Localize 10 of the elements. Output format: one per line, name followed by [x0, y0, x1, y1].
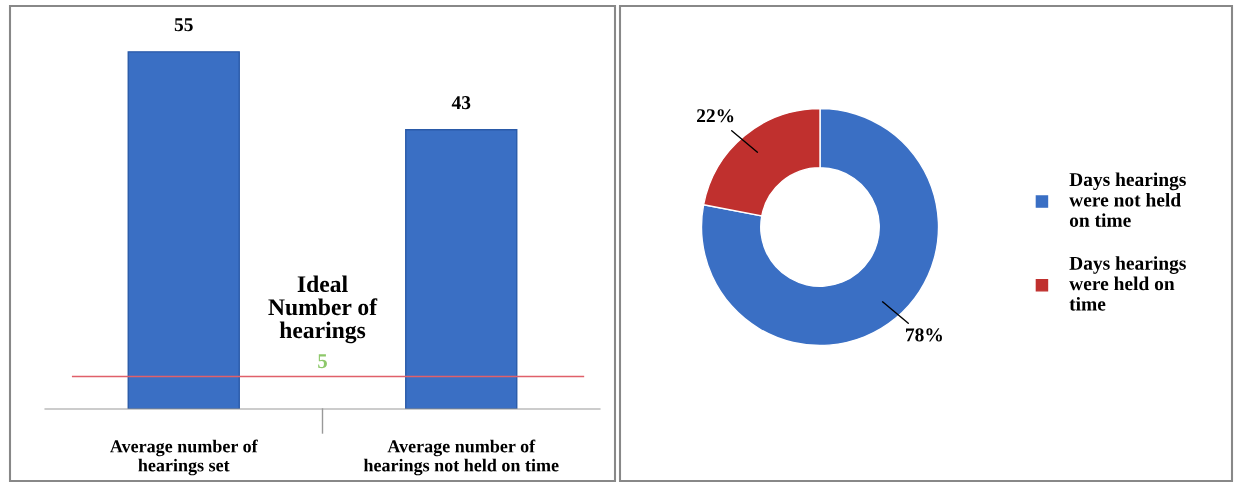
annotation: 5 [318, 354, 327, 369]
legend-label: Days hearings were not held on time [1069, 172, 1186, 227]
ref-line-label: Ideal Number of hearings [268, 275, 378, 344]
x-tick-label: Average number of hearings set [110, 439, 258, 476]
legend-label: Days hearings were held on time [1069, 256, 1186, 311]
data-label: 43 [451, 96, 471, 110]
data-label: 22% [697, 109, 734, 123]
data-label: 78% [906, 328, 942, 342]
data-label: 55 [174, 18, 193, 32]
x-tick-label: Average number of hearings not held on time [363, 439, 559, 476]
